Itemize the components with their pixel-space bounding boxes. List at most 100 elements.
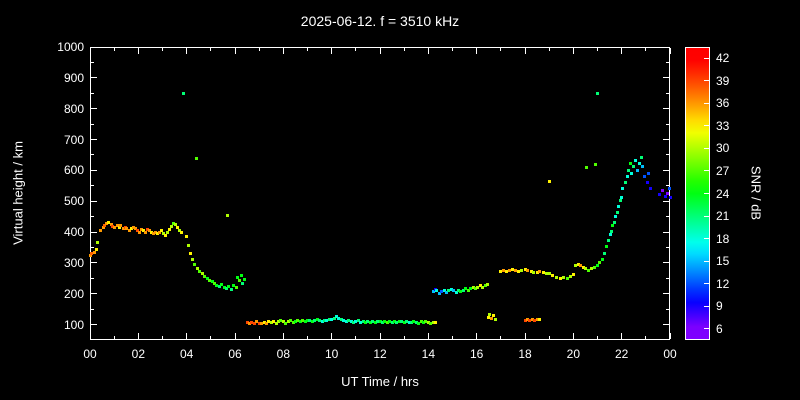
- x-tick: [89, 48, 91, 54]
- y-axis-label: Virtual height / km: [10, 141, 26, 245]
- x-tick: [137, 48, 139, 54]
- data-point: [163, 233, 167, 237]
- data-point: [378, 319, 382, 323]
- data-point: [260, 321, 264, 325]
- colorbar-tick-label: 6: [716, 321, 723, 336]
- y-tick-label: 800: [63, 101, 84, 116]
- y-tick: [91, 231, 97, 233]
- y-minor-tick: [666, 308, 669, 310]
- x-minor-tick: [210, 48, 212, 51]
- y-tick: [663, 200, 669, 202]
- data-point: [461, 288, 465, 292]
- data-point: [535, 271, 539, 275]
- x-minor-tick: [258, 48, 260, 51]
- data-point: [107, 221, 111, 225]
- data-point: [422, 320, 425, 324]
- data-point: [499, 270, 503, 274]
- colorbar-tick: [704, 283, 709, 285]
- data-point: [383, 319, 387, 323]
- data-point: [239, 273, 243, 277]
- y-minor-tick: [91, 246, 94, 248]
- data-point: [473, 287, 477, 291]
- x-minor-tick: [355, 48, 357, 51]
- colorbar-tick-label: 18: [716, 231, 730, 246]
- data-point: [198, 270, 202, 274]
- data-point: [596, 91, 599, 95]
- x-tick: [379, 333, 381, 339]
- data-point: [583, 267, 587, 271]
- data-point: [330, 317, 334, 321]
- data-point: [388, 319, 392, 323]
- data-point: [92, 250, 96, 254]
- data-point: [129, 227, 133, 231]
- data-point: [220, 282, 224, 286]
- x-tick: [669, 48, 671, 54]
- x-minor-tick: [113, 336, 115, 339]
- data-point: [571, 273, 575, 277]
- data-point: [301, 318, 305, 322]
- data-point: [264, 321, 268, 325]
- data-point: [173, 223, 177, 227]
- data-point: [541, 270, 545, 274]
- data-point: [339, 318, 343, 322]
- y-tick: [91, 293, 97, 295]
- data-point: [133, 227, 137, 231]
- x-minor-tick: [597, 48, 598, 51]
- x-minor-tick: [597, 336, 598, 339]
- colorbar-tick: [704, 193, 709, 194]
- data-point: [272, 319, 276, 323]
- data-point: [284, 321, 288, 325]
- data-point: [349, 319, 353, 323]
- x-minor-tick: [355, 336, 357, 339]
- data-point: [310, 319, 314, 323]
- data-point: [437, 291, 441, 295]
- data-point: [335, 315, 338, 319]
- data-point: [637, 162, 641, 166]
- x-minor-tick: [403, 48, 405, 51]
- data-point: [517, 270, 521, 274]
- y-tick: [91, 169, 97, 171]
- data-point: [354, 319, 358, 323]
- data-point: [608, 232, 612, 236]
- x-minor-tick: [210, 336, 212, 339]
- data-point: [641, 165, 645, 169]
- data-point: [494, 317, 498, 321]
- data-point: [159, 229, 163, 233]
- y-tick: [91, 46, 97, 48]
- data-point: [576, 262, 580, 266]
- colorbar-tick: [704, 238, 709, 240]
- data-point: [117, 225, 121, 229]
- data-point: [364, 321, 367, 325]
- x-minor-tick: [452, 48, 453, 51]
- x-tick: [621, 48, 623, 54]
- data-point: [645, 180, 649, 184]
- data-point: [621, 187, 625, 191]
- data-point: [554, 275, 558, 279]
- x-tick: [282, 333, 284, 339]
- colorbar-tick-label: 42: [716, 51, 730, 66]
- data-point: [632, 165, 636, 169]
- data-point: [121, 226, 125, 230]
- x-tick: [234, 333, 236, 339]
- y-tick-label: 700: [63, 132, 84, 147]
- data-point: [464, 287, 468, 291]
- data-point: [380, 320, 384, 324]
- data-point: [579, 264, 583, 268]
- data-point: [303, 319, 307, 323]
- data-point: [286, 320, 290, 324]
- x-tick: [572, 333, 574, 339]
- data-point: [366, 319, 370, 323]
- data-point: [147, 229, 151, 233]
- data-point: [208, 278, 212, 282]
- data-point: [200, 272, 204, 276]
- data-point: [481, 286, 485, 290]
- x-tick: [476, 48, 478, 54]
- data-point: [454, 290, 458, 294]
- data-point: [165, 230, 169, 234]
- data-point: [663, 195, 667, 199]
- data-point: [171, 221, 175, 225]
- data-point: [530, 318, 534, 322]
- data-point: [520, 268, 524, 272]
- data-point: [532, 270, 536, 274]
- data-point: [486, 282, 490, 286]
